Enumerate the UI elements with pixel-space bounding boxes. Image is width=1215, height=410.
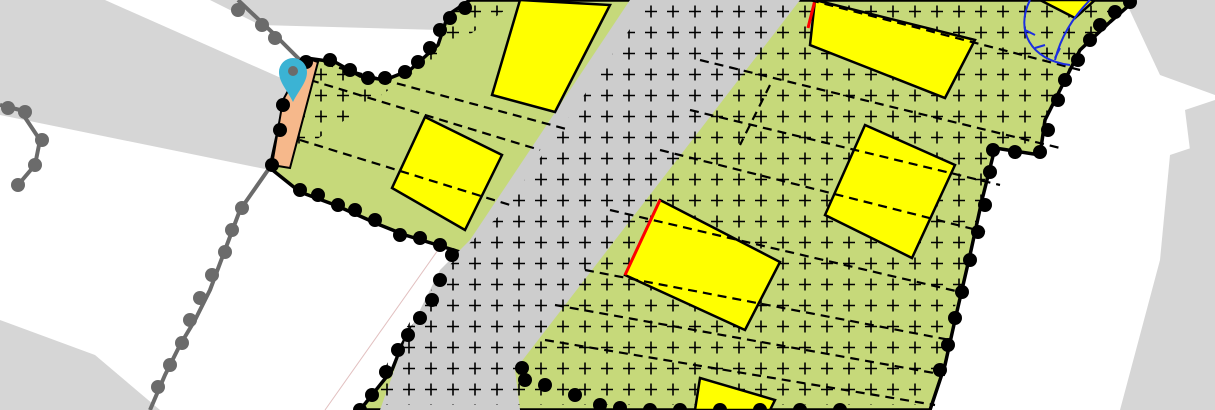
vertex-handle[interactable]	[518, 373, 532, 387]
location-marker[interactable]	[279, 58, 307, 102]
vertex-handle[interactable]	[353, 403, 367, 410]
vertex-handle[interactable]	[948, 311, 962, 325]
vertex-handle[interactable]	[391, 343, 405, 357]
vertex-handle[interactable]	[443, 11, 457, 25]
building-footprint	[1185, 100, 1215, 150]
vertex-handle[interactable]	[361, 71, 375, 85]
vertex-handle[interactable]	[983, 165, 997, 179]
building-plot	[808, 0, 977, 100]
lot-divider	[309, 78, 541, 152]
vertex-handle[interactable]	[971, 225, 985, 239]
vertex-handle[interactable]	[955, 285, 969, 299]
vertex-handle[interactable]	[933, 363, 947, 377]
selected-parcel	[270, 56, 320, 170]
vertex-handle[interactable]	[713, 403, 727, 410]
vertex-handle[interactable]	[343, 63, 357, 77]
lot-divider	[584, 268, 951, 342]
vertex-handle[interactable]	[515, 361, 529, 375]
vertex-handle[interactable]	[963, 253, 977, 267]
vertex-handle[interactable]	[986, 143, 1000, 157]
vertex-handle[interactable]	[593, 398, 607, 410]
vertex-handle[interactable]	[433, 23, 447, 37]
building-plot	[1039, 0, 1097, 20]
vertex-handle[interactable]	[398, 65, 412, 79]
vertex-handle[interactable]	[348, 203, 362, 217]
line-nodes	[1, 3, 282, 394]
lot-divider	[544, 338, 936, 407]
vertex-handle[interactable]	[753, 403, 767, 410]
lot-divider	[299, 138, 511, 207]
vertex-handle[interactable]	[1041, 123, 1055, 137]
lot-divider	[689, 108, 1001, 187]
vertex-handle[interactable]	[265, 158, 279, 172]
vertex-handle[interactable]	[458, 1, 472, 15]
vertex-handle[interactable]	[368, 213, 382, 227]
lot-divider	[554, 303, 946, 377]
vertex-handle[interactable]	[1083, 33, 1097, 47]
vertex-handle[interactable]	[413, 311, 427, 325]
vertex-handle[interactable]	[293, 183, 307, 197]
building-plots	[390, 0, 1097, 410]
vertex-handle[interactable]	[273, 123, 287, 137]
vertex-handle[interactable]	[411, 55, 425, 69]
building-footprint	[1120, 140, 1215, 410]
vertex-handle[interactable]	[311, 188, 325, 202]
vertex-handle[interactable]	[1108, 5, 1122, 19]
vertex-handle[interactable]	[393, 228, 407, 242]
vertex-handle[interactable]	[833, 403, 847, 410]
lot-dividers	[299, 0, 1081, 407]
edit-edge	[623, 199, 662, 276]
vertex-handle[interactable]	[433, 238, 447, 252]
vertex-handle[interactable]	[613, 401, 627, 410]
vertex-handle[interactable]	[378, 71, 392, 85]
vertex-handle[interactable]	[413, 231, 427, 245]
vertex-handle[interactable]	[1058, 73, 1072, 87]
building-plot	[693, 376, 777, 410]
vertex-handle[interactable]	[323, 53, 337, 67]
building-footprint	[1125, 0, 1215, 95]
vertex-handle[interactable]	[1033, 145, 1047, 159]
vertex-handle[interactable]	[365, 388, 379, 402]
vertex-handle[interactable]	[643, 403, 657, 410]
building-plot	[823, 123, 957, 260]
vertex-handle[interactable]	[1008, 145, 1022, 159]
edit-edge	[806, 0, 817, 29]
vertex-handle[interactable]	[379, 365, 393, 379]
vertex-handle[interactable]	[538, 378, 552, 392]
building-footprint	[210, 0, 470, 30]
building-footprint	[0, 320, 160, 410]
vertex-handle[interactable]	[673, 403, 687, 410]
vertex-handle[interactable]	[1093, 18, 1107, 32]
vertex-handles[interactable]	[265, 0, 1137, 410]
building-plot	[490, 0, 612, 114]
vertex-handle[interactable]	[978, 198, 992, 212]
vertex-handle[interactable]	[793, 403, 807, 410]
lot-divider	[699, 58, 1061, 150]
building-footprint	[0, 0, 290, 170]
edit-edges	[623, 0, 817, 276]
vertex-handle[interactable]	[423, 41, 437, 55]
vertex-handle[interactable]	[1123, 0, 1137, 9]
vertex-handle[interactable]	[276, 98, 290, 112]
vertex-handle[interactable]	[941, 338, 955, 352]
map-pin-icon[interactable]	[279, 58, 307, 102]
pipe-feature	[1023, 0, 1091, 66]
vertex-handle[interactable]	[1071, 53, 1085, 67]
vertex-handle[interactable]	[425, 293, 439, 307]
lot-divider	[739, 84, 771, 146]
lot-divider	[659, 148, 986, 234]
vertex-handle[interactable]	[445, 248, 459, 262]
vertex-handle[interactable]	[433, 273, 447, 287]
building-plot	[390, 115, 504, 232]
vertex-handle[interactable]	[401, 328, 415, 342]
vertex-handle[interactable]	[568, 388, 582, 402]
vertex-handle[interactable]	[331, 198, 345, 212]
vertex-handle[interactable]	[1051, 93, 1065, 107]
lot-divider	[809, 0, 1081, 72]
